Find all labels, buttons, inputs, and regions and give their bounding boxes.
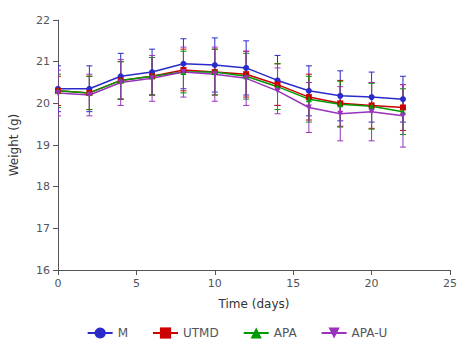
svg-text:15: 15 [286, 277, 300, 290]
svg-text:21: 21 [36, 55, 50, 68]
svg-text:19: 19 [36, 139, 50, 152]
svg-text:10: 10 [208, 277, 222, 290]
svg-text:20: 20 [365, 277, 379, 290]
svg-text:16: 16 [36, 264, 50, 277]
svg-text:APA: APA [274, 326, 298, 340]
svg-text:17: 17 [36, 222, 50, 235]
svg-text:25: 25 [443, 277, 457, 290]
svg-text:5: 5 [133, 277, 140, 290]
svg-text:Weight (g): Weight (g) [7, 114, 21, 177]
svg-text:22: 22 [36, 14, 50, 27]
svg-text:APA-U: APA-U [352, 326, 388, 340]
svg-text:UTMD: UTMD [183, 326, 219, 340]
svg-text:Time (days): Time (days) [218, 297, 290, 311]
svg-text:20: 20 [36, 97, 50, 110]
svg-text:18: 18 [36, 180, 50, 193]
svg-text:M: M [118, 326, 128, 340]
svg-text:0: 0 [55, 277, 62, 290]
